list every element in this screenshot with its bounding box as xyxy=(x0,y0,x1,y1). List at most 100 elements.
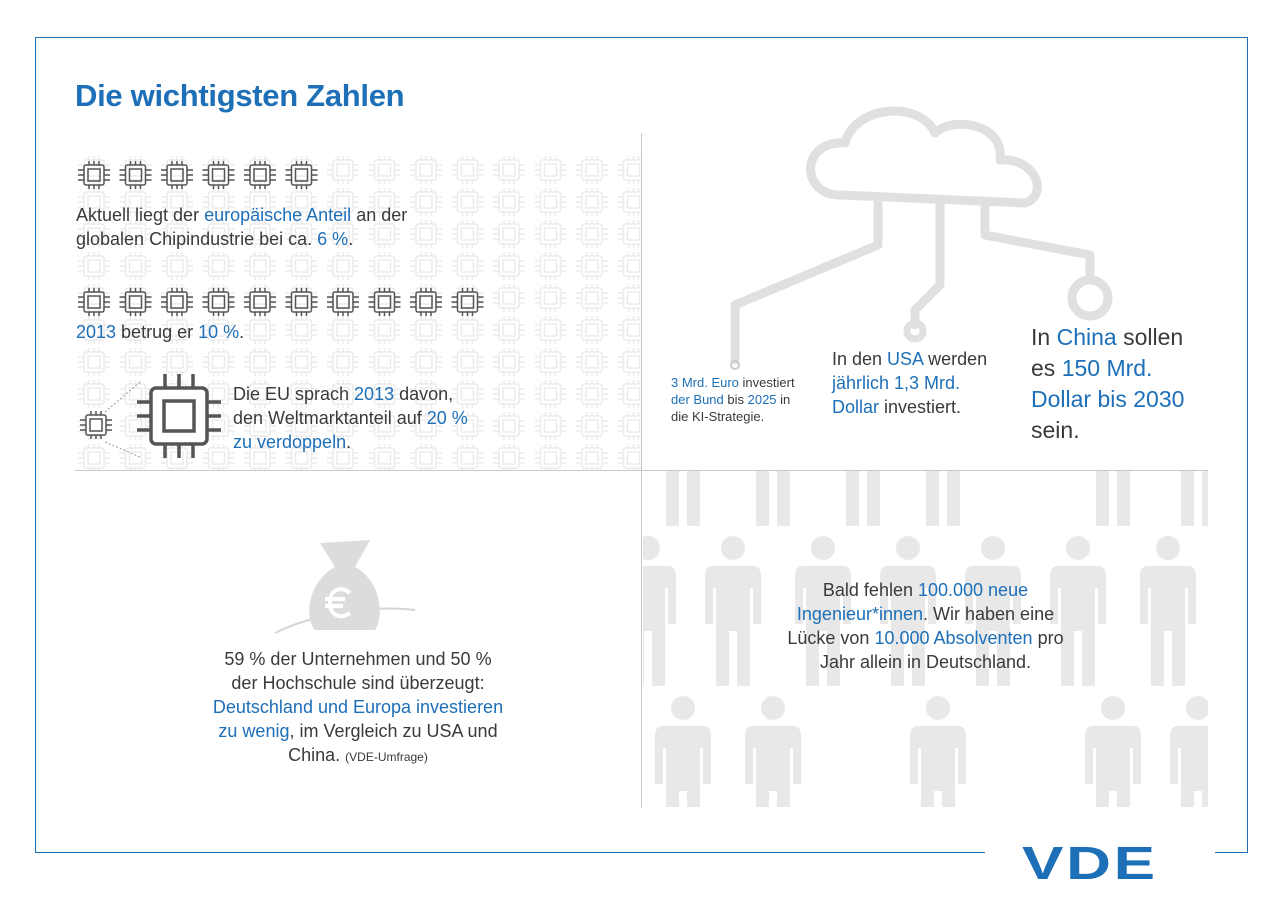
chip-icon xyxy=(617,220,641,248)
chip-icon xyxy=(244,412,276,440)
chip-icon xyxy=(451,252,484,280)
chip-icon xyxy=(285,220,318,248)
germany-ai-text: 3 Mrd. Euro investiert der Bund bis 2025… xyxy=(671,375,795,424)
chip-icon xyxy=(410,288,442,316)
chip-icon xyxy=(617,252,641,280)
chip-icon xyxy=(327,412,359,440)
chip-icon xyxy=(534,444,567,470)
chip-icon xyxy=(119,252,152,280)
chip-icon xyxy=(285,252,318,280)
chip-icon xyxy=(368,220,401,248)
chip-icon xyxy=(244,288,276,316)
chip-icon xyxy=(451,348,484,376)
person-icon xyxy=(846,471,880,526)
chip-icon xyxy=(202,161,235,189)
chip-icon xyxy=(368,156,401,184)
chip-icon xyxy=(368,316,401,344)
chip-icon xyxy=(202,444,235,470)
person-icon xyxy=(756,471,790,526)
person-icon xyxy=(643,536,676,686)
chip-icon xyxy=(202,288,235,316)
person-icon xyxy=(1140,536,1196,686)
chip-icon xyxy=(327,220,359,248)
divider-left xyxy=(75,470,641,471)
chip-icon xyxy=(327,380,359,408)
person-icon xyxy=(1085,696,1141,807)
cloud-network-icon xyxy=(730,106,1113,370)
chip-icon xyxy=(78,252,110,280)
chip-icon xyxy=(327,316,359,344)
chip-icon xyxy=(244,348,276,376)
chip-icon xyxy=(534,348,567,376)
chip-icon xyxy=(119,412,152,440)
chip-icon xyxy=(244,220,276,248)
usa-ai-text: In den USA werden jährlich 1,3 Mrd. Doll… xyxy=(832,349,988,417)
chip-icon xyxy=(617,348,641,376)
chip-icon xyxy=(534,188,567,216)
chip-icon xyxy=(161,161,193,189)
chip-icon xyxy=(285,161,318,189)
person-icon xyxy=(705,536,761,686)
chip-icon xyxy=(244,161,276,189)
chip-icon xyxy=(161,252,193,280)
chip-icon xyxy=(451,444,484,470)
chip-icon xyxy=(327,288,359,316)
chip-icon xyxy=(202,316,235,344)
chip-icon xyxy=(534,156,567,184)
chip-icon xyxy=(244,380,276,408)
chip-icon xyxy=(119,316,152,344)
chip-icon xyxy=(451,188,484,216)
chip-icon xyxy=(493,444,525,470)
person-icon xyxy=(910,696,966,807)
chip-icon xyxy=(119,188,152,216)
chip-icon xyxy=(451,156,484,184)
chip-icon xyxy=(327,348,359,376)
person-icon xyxy=(1050,536,1106,686)
survey-text: 59 % der Unternehmen und 50 % der Hochsc… xyxy=(212,649,504,765)
chip-icon xyxy=(576,220,608,248)
chip-icon xyxy=(493,220,525,248)
chip-icon xyxy=(368,380,401,408)
chip-icon xyxy=(493,252,525,280)
people-silhouettes-background xyxy=(643,471,1208,807)
chip-icon xyxy=(119,288,152,316)
chip-icon xyxy=(244,188,276,216)
chip-icon xyxy=(202,220,235,248)
chip-icon xyxy=(78,348,110,376)
chip-icon xyxy=(451,220,484,248)
engineers-text: Bald fehlen 100.000 neue Ingenieur*innen… xyxy=(787,580,1064,672)
chip-icon xyxy=(617,444,641,470)
chip-icon xyxy=(576,284,608,312)
chip-icon xyxy=(410,348,442,376)
chip-icon xyxy=(534,252,567,280)
chip-icon xyxy=(161,316,193,344)
chip-icon xyxy=(244,316,276,344)
person-icon xyxy=(1181,471,1208,526)
chip-icon xyxy=(534,316,567,344)
chip-icon xyxy=(410,412,442,440)
chip-icon xyxy=(410,220,442,248)
person-icon xyxy=(655,696,711,807)
person-icon xyxy=(745,696,801,807)
chip-icon xyxy=(410,316,442,344)
chip-icons-ten xyxy=(78,288,484,316)
chip-icon xyxy=(410,188,442,216)
chip-icon xyxy=(368,288,401,316)
chip-icon xyxy=(78,288,110,316)
chip-icon xyxy=(285,380,318,408)
chip-icon xyxy=(285,188,318,216)
chip-icon xyxy=(493,380,525,408)
chip-icon xyxy=(493,348,525,376)
chip-icon xyxy=(534,380,567,408)
chip-icon xyxy=(78,188,110,216)
chip-icon xyxy=(617,188,641,216)
euro-money-bag-icon xyxy=(275,540,416,634)
person-icon xyxy=(965,536,1021,686)
china-ai-text: In China sollen es 150 Mrd. Dollar bis 2… xyxy=(1031,324,1185,443)
chip-icon xyxy=(78,444,110,470)
chip-icon xyxy=(617,412,641,440)
chip-icon xyxy=(161,444,193,470)
chip-icon xyxy=(576,348,608,376)
chip-icon xyxy=(493,412,525,440)
chip-icon xyxy=(368,348,401,376)
